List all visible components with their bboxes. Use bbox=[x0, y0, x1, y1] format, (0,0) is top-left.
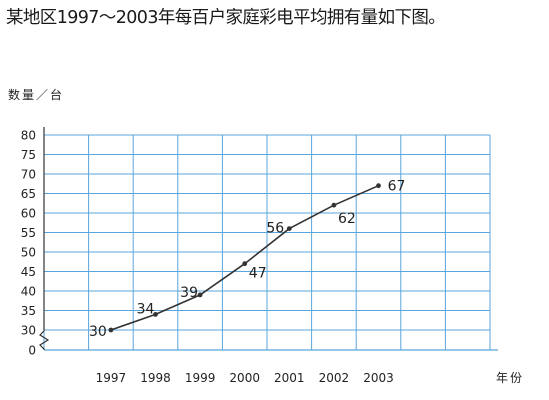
data-label: 56 bbox=[266, 221, 284, 237]
data-label: 30 bbox=[89, 324, 107, 340]
x-tick-label: 2002 bbox=[319, 371, 350, 385]
data-point bbox=[242, 261, 248, 267]
x-tick-label: 2000 bbox=[229, 371, 260, 385]
y-tick-label: 70 bbox=[21, 168, 36, 182]
x-tick-label: 1998 bbox=[140, 371, 171, 385]
data-point bbox=[376, 183, 381, 189]
y-tick-label: 75 bbox=[21, 148, 36, 162]
data-label: 47 bbox=[249, 266, 267, 282]
y-tick-label: 40 bbox=[21, 285, 36, 299]
data-label: 62 bbox=[338, 211, 356, 227]
data-point bbox=[108, 327, 114, 333]
x-axis-label: 年份 bbox=[496, 371, 525, 385]
data-label: 34 bbox=[137, 301, 155, 317]
data-point bbox=[153, 312, 158, 317]
y-tick-label: 35 bbox=[21, 304, 36, 318]
y-axis-label: 数量／台 bbox=[8, 88, 65, 102]
y-tick-label: 55 bbox=[21, 226, 36, 240]
y-axis-break bbox=[39, 330, 50, 350]
y-tick-label: 60 bbox=[21, 207, 36, 221]
y-tick-label: 50 bbox=[21, 246, 36, 260]
y-tick-label: 0 bbox=[28, 344, 36, 358]
x-tick-label: 2001 bbox=[274, 371, 305, 385]
y-tick-label: 65 bbox=[21, 187, 36, 201]
x-tick-label: 1999 bbox=[185, 371, 216, 385]
data-point bbox=[331, 202, 337, 208]
x-tick-label: 1997 bbox=[96, 371, 127, 385]
data-label: 39 bbox=[180, 285, 198, 301]
x-tick-label: 2003 bbox=[363, 371, 394, 385]
chart-title: 某地区1997～2003年每百户家庭彩电平均拥有量如下图。 bbox=[6, 8, 446, 28]
y-tick-label: 45 bbox=[21, 265, 36, 279]
y-tick-label: 80 bbox=[21, 129, 36, 143]
data-point bbox=[286, 226, 292, 232]
data-label: 67 bbox=[388, 179, 406, 195]
data-point bbox=[197, 292, 203, 298]
y-tick-label: 30 bbox=[21, 324, 36, 338]
